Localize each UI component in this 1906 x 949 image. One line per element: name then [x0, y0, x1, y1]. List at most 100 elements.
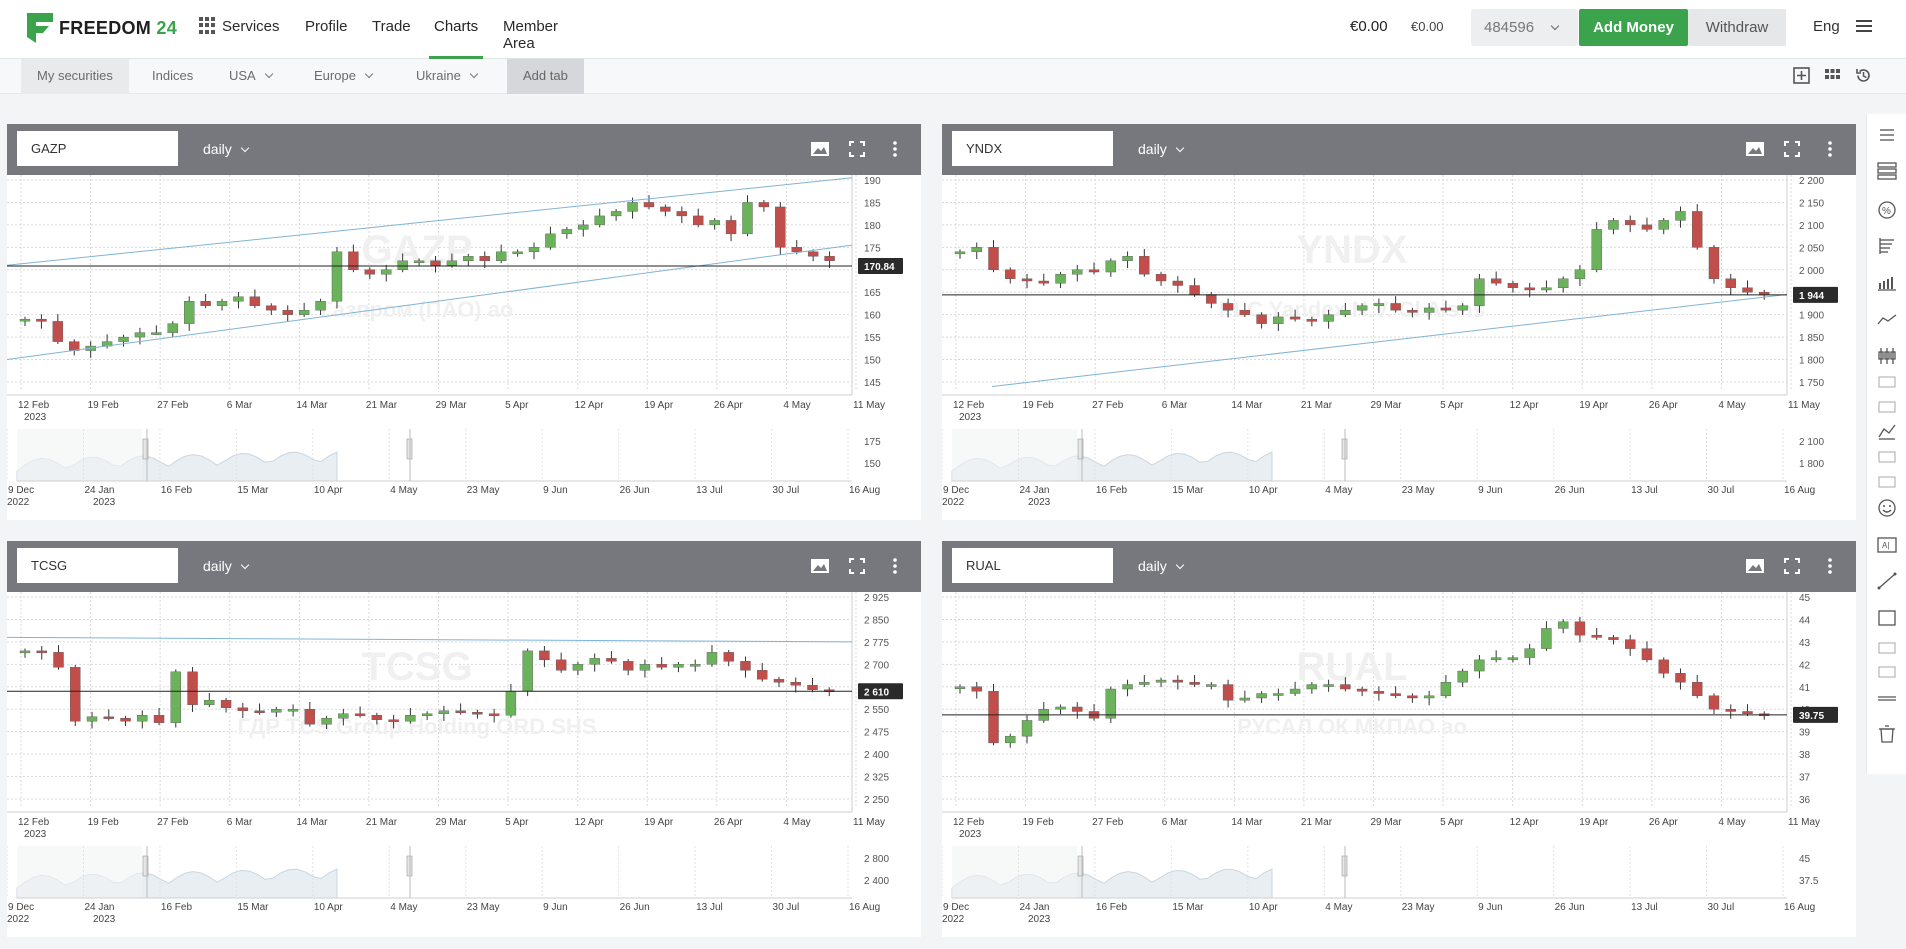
candle	[413, 260, 425, 264]
tab-indices[interactable]: Indices	[152, 59, 193, 94]
list-icon[interactable]	[1876, 160, 1898, 180]
nav-charts[interactable]: Charts	[434, 18, 479, 35]
layout-grid-icon[interactable]	[1824, 67, 1841, 84]
chart-type-icon[interactable]	[810, 140, 830, 158]
candle	[807, 251, 819, 257]
trend-line[interactable]	[7, 636, 853, 643]
account-number: 484596	[1484, 19, 1535, 36]
language-select[interactable]: Eng	[1813, 18, 1840, 35]
candle	[1273, 693, 1284, 696]
chart-watermark-subtitle: РУСАЛ ОК МКПАО ао	[1237, 714, 1467, 739]
ticker-input[interactable]: TCSG	[17, 548, 178, 583]
ticker-input[interactable]: YNDX	[952, 131, 1113, 166]
nav-services[interactable]: Services	[222, 18, 280, 35]
more-icon[interactable]	[1820, 557, 1840, 575]
bars-icon[interactable]	[1876, 273, 1898, 293]
candle	[610, 211, 622, 217]
ticker-input[interactable]: GAZP	[17, 131, 178, 166]
blank-tool-icon[interactable]	[1876, 447, 1898, 467]
more-icon[interactable]	[885, 557, 905, 575]
tab-europe[interactable]: Europe	[314, 59, 374, 94]
x-tick-label: 11 May	[853, 400, 885, 411]
candle	[1222, 303, 1234, 311]
ticker-input[interactable]: RUAL	[952, 548, 1113, 583]
tab-my-securities[interactable]: My securities	[21, 59, 129, 94]
text-tool-icon[interactable]: A|	[1876, 535, 1898, 555]
period-select[interactable]: daily	[203, 141, 250, 157]
candle	[1088, 269, 1100, 273]
pitchfork-icon[interactable]	[1876, 421, 1898, 441]
chart-panel-header: RUAL daily	[942, 541, 1856, 592]
nav-trade[interactable]: Trade	[372, 18, 411, 35]
trend-line[interactable]	[991, 293, 1788, 387]
navigator-handle[interactable]	[1077, 855, 1084, 877]
fullscreen-icon[interactable]	[1782, 557, 1802, 575]
candle	[1139, 256, 1150, 275]
add-tab-button[interactable]: Add tab	[507, 59, 584, 94]
period-select[interactable]: daily	[1138, 141, 1185, 157]
blank-tool-icon[interactable]	[1876, 638, 1898, 658]
candle	[315, 300, 326, 311]
trend-icon[interactable]	[1876, 309, 1898, 329]
menu-icon[interactable]	[1856, 20, 1872, 32]
candle	[1708, 695, 1720, 710]
fib-icon[interactable]	[1876, 236, 1898, 256]
tools-menu-icon[interactable]	[1876, 125, 1898, 145]
fullscreen-icon[interactable]	[1782, 140, 1802, 158]
more-icon[interactable]	[885, 140, 905, 158]
withdraw-button[interactable]: Withdraw	[1688, 9, 1786, 46]
navigator-handle[interactable]	[1077, 438, 1084, 460]
last-price-badge	[858, 258, 903, 275]
fullscreen-icon[interactable]	[847, 557, 867, 575]
chart-type-icon[interactable]	[1745, 140, 1765, 158]
history-icon[interactable]	[1855, 67, 1872, 84]
candles-icon[interactable]	[1876, 346, 1898, 366]
add-money-button[interactable]: Add Money	[1579, 9, 1688, 46]
blank-tool-icon[interactable]	[1876, 397, 1898, 417]
tab-usa[interactable]: USA	[229, 59, 273, 94]
navigator-x-tick: 10 Apr	[1249, 902, 1279, 913]
navigator-x-tick: 9 Dec	[8, 485, 34, 496]
chart-type-icon[interactable]	[810, 557, 830, 575]
y-tick-label: 41	[1799, 683, 1811, 694]
rectangle-tool-icon[interactable]	[1876, 608, 1898, 628]
add-chart-icon[interactable]	[1793, 67, 1810, 84]
navigator-handle[interactable]	[142, 855, 149, 877]
nav-member-area[interactable]: Member Area	[503, 18, 559, 52]
navigator-x-tick: 16 Aug	[1784, 902, 1815, 913]
account-select[interactable]: 484596	[1471, 9, 1578, 46]
trend-line[interactable]	[7, 177, 853, 266]
candle	[1256, 693, 1267, 699]
percent-icon[interactable]: %	[1876, 200, 1898, 220]
fullscreen-icon[interactable]	[847, 140, 867, 158]
services-grid-icon[interactable]	[199, 17, 216, 34]
blank-tool-icon[interactable]	[1876, 662, 1898, 682]
chart-type-icon[interactable]	[1745, 557, 1765, 575]
period-select[interactable]: daily	[203, 558, 250, 574]
emoji-icon[interactable]	[1876, 498, 1898, 518]
hline-tool-icon[interactable]	[1876, 688, 1898, 708]
trend-line[interactable]	[7, 244, 853, 361]
line-tool-icon[interactable]	[1876, 571, 1898, 591]
chart-panel-rual: RUAL daily 4544434241403938373612 Feb19 …	[942, 541, 1856, 937]
nav-profile[interactable]: Profile	[305, 18, 348, 35]
candle	[578, 224, 589, 230]
navigator-handle[interactable]	[142, 438, 149, 460]
candle	[1222, 684, 1234, 701]
trash-icon[interactable]	[1876, 724, 1898, 744]
candle	[1658, 220, 1669, 230]
x-tick-label: 19 Feb	[88, 400, 120, 411]
blank-tool-icon[interactable]	[1876, 372, 1898, 392]
blank-tool-icon[interactable]	[1876, 472, 1898, 492]
logo[interactable]: FREEDOM 24	[27, 13, 177, 43]
navigator-x-tick: 15 Mar	[1172, 485, 1204, 496]
period-select[interactable]: daily	[1138, 558, 1185, 574]
chevron-down-icon	[364, 69, 374, 79]
more-icon[interactable]	[1820, 140, 1840, 158]
tab-ukraine[interactable]: Ukraine	[416, 59, 479, 94]
x-tick-label: 14 Mar	[296, 817, 328, 828]
